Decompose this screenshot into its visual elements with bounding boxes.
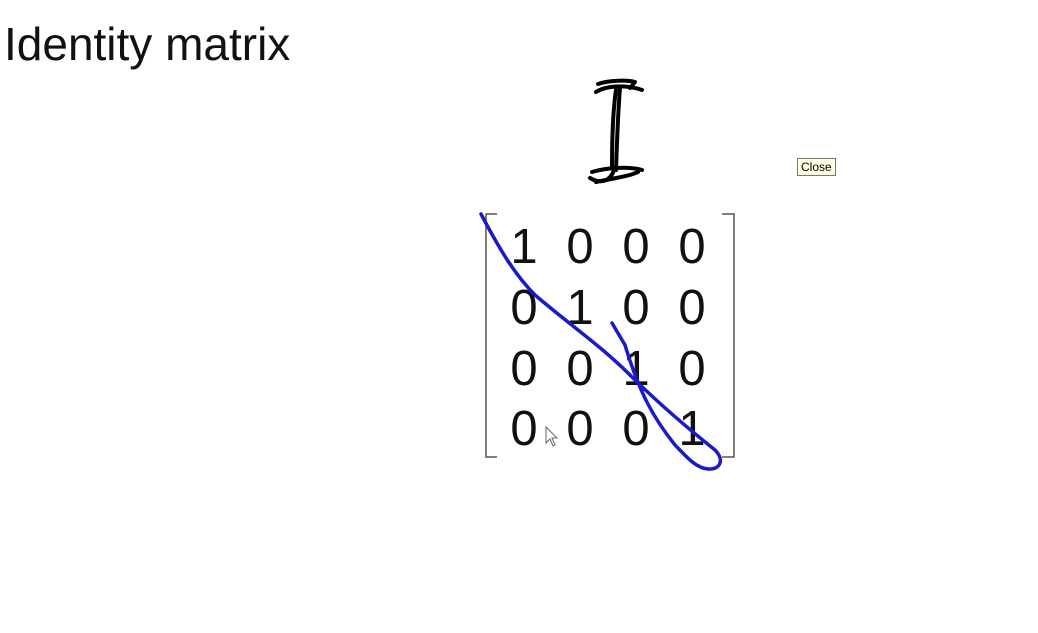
matrix-cell: 0 <box>510 402 537 456</box>
matrix-cell: 0 <box>510 281 537 335</box>
matrix-cell: 0 <box>566 342 593 396</box>
matrix-cell: 0 <box>566 220 593 274</box>
matrix-cell: 1 <box>566 281 593 335</box>
matrix-cell: 0 <box>622 281 649 335</box>
matrix-cell: 0 <box>566 402 593 456</box>
matrix-cell: 0 <box>622 220 649 274</box>
page-title: Identity matrix <box>4 18 291 70</box>
right-bracket <box>722 213 735 458</box>
matrix-cell: 0 <box>678 342 705 396</box>
matrix-cell: 0 <box>678 281 705 335</box>
matrix-cell: 0 <box>510 342 537 396</box>
matrix-cells: 1 0 0 0 0 1 0 0 0 0 1 0 0 0 0 1 <box>510 220 705 456</box>
matrix-cell: 0 <box>622 402 649 456</box>
matrix-cell: 0 <box>678 220 705 274</box>
handwritten-i-symbol <box>588 78 644 184</box>
diagonal-loop-annotation <box>479 212 723 471</box>
left-bracket <box>485 213 497 458</box>
close-tooltip: Close <box>797 158 836 176</box>
mouse-pointer-icon <box>545 425 559 447</box>
matrix-cell: 1 <box>510 220 537 274</box>
matrix-brackets <box>485 213 735 458</box>
